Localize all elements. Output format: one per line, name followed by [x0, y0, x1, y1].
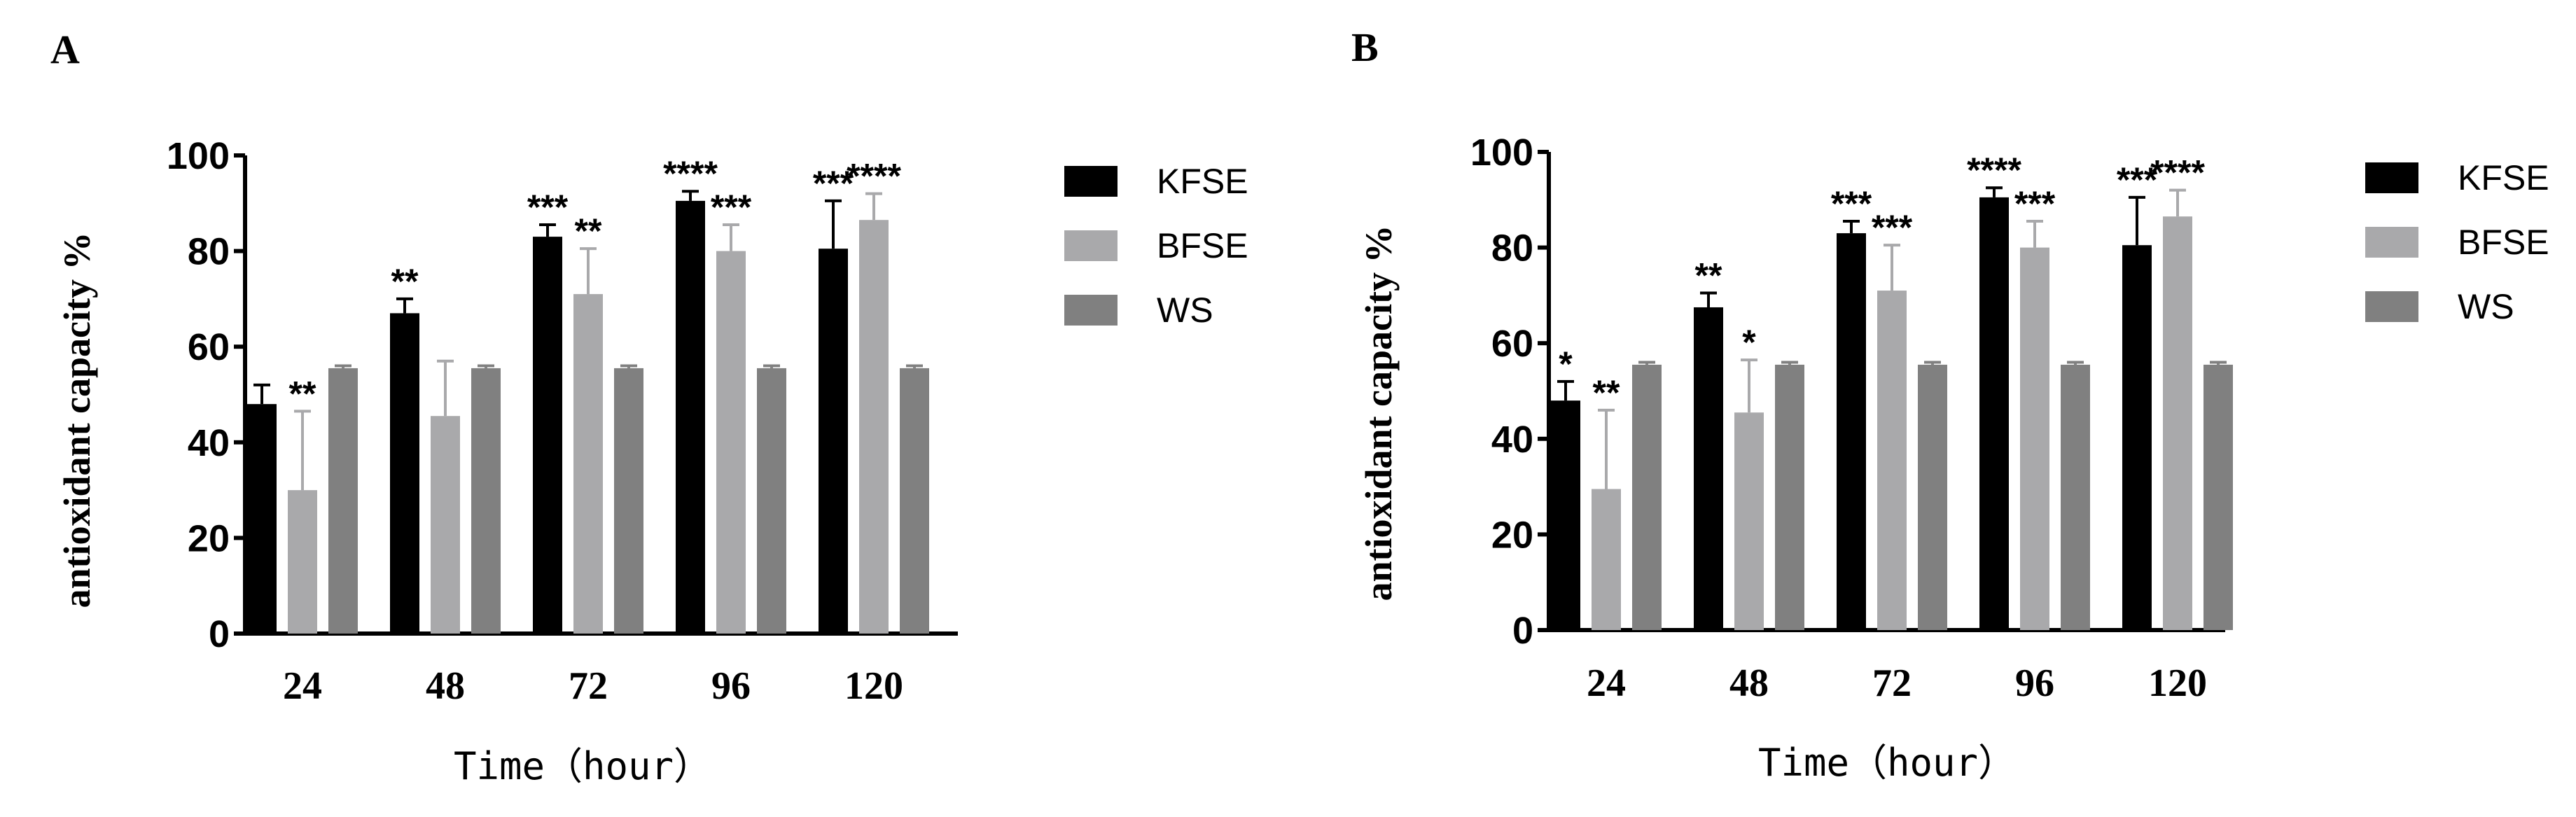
panel-b-legend-label-ws: WS — [2458, 287, 2514, 326]
panel-b-bar-kfse-96 — [1979, 197, 2009, 630]
panel-b-bar-bfse-96 — [2020, 247, 2049, 631]
panel-b-y-tick-label: 20 — [1491, 514, 1533, 556]
panel-b-bar-ws-96 — [2061, 364, 2090, 630]
panel-a-bar-bfse-48 — [431, 416, 460, 634]
panel-b-legend-swatch-kfse — [2365, 162, 2418, 193]
panel-b-significance-bfse-24: ** — [1593, 373, 1620, 412]
panel-a-legend: KFSE BFSE WS — [1064, 162, 1248, 330]
panel-b-bar-bfse-72 — [1877, 291, 1907, 630]
panel-b-bar-ws-120 — [2203, 364, 2233, 630]
panel-a-significance-kfse-48: ** — [391, 262, 419, 301]
panel-a-legend-swatch-kfse — [1064, 166, 1118, 197]
panel-a-bar-bfse-24 — [288, 490, 317, 634]
panel-a-legend-swatch-bfse — [1064, 230, 1118, 261]
panel-a-label: A — [50, 27, 80, 72]
panel-b-significance-bfse-120: **** — [2150, 153, 2205, 193]
panel-a-y-tick-label: 0 — [209, 613, 230, 655]
panel-b-x-tick-label: 24 — [1587, 662, 1626, 705]
panel-a-x-tick-label: 24 — [283, 664, 322, 708]
panel-b-y-tick-label: 0 — [1512, 610, 1533, 652]
panel-b-significance-kfse-24: * — [1559, 344, 1573, 384]
panel-a-significance-bfse-96: *** — [711, 188, 752, 227]
panel-a-x-tick-label: 72 — [569, 664, 608, 708]
panel-b-legend-label-bfse: BFSE — [2458, 223, 2549, 262]
panel-b-y-tick-label: 80 — [1491, 228, 1533, 270]
panel-a-significance-bfse-72: ** — [575, 211, 602, 251]
panel-b-x-tick-label: 48 — [1729, 662, 1769, 705]
panel-a: A antioxidant capacity % Time（hour） 0 20 4… — [50, 27, 1248, 788]
panel-b-significance-bfse-48: * — [1742, 323, 1756, 362]
panel-a-bar-ws-72 — [614, 368, 643, 634]
panel-a-significance-kfse-72: *** — [527, 188, 569, 227]
panel-a-bar-bfse-120 — [859, 220, 889, 634]
panel-a-bar-kfse-96 — [676, 200, 705, 634]
panel-a-significance-kfse-96: **** — [663, 154, 718, 193]
panel-a-plot-area: 020406080100**24**48*****72*******96****… — [167, 135, 958, 708]
panel-a-y-tick-label: 80 — [188, 231, 230, 273]
panel-a-legend-label-kfse: KFSE — [1157, 162, 1248, 201]
panel-b-label: B — [1351, 25, 1379, 70]
panel-b-bar-ws-72 — [1918, 364, 1947, 630]
panel-a-y-tick-label: 60 — [188, 326, 230, 368]
panel-a-bar-kfse-72 — [533, 237, 562, 634]
panel-b: B antioxidant capacity % Time（hour） 0 20 4… — [1351, 25, 2549, 785]
panel-b-y-tick-label: 40 — [1491, 419, 1533, 461]
panel-a-bar-kfse-120 — [819, 249, 848, 634]
panel-b-x-tick-label: 72 — [1872, 662, 1912, 705]
panel-a-x-tick-label: 48 — [426, 664, 465, 708]
panel-a-significance-bfse-24: ** — [289, 374, 316, 413]
panel-b-bar-bfse-24 — [1592, 489, 1621, 630]
panel-b-significance-bfse-96: *** — [2014, 184, 2056, 223]
panel-b-significance-bfse-72: *** — [1872, 208, 1913, 247]
panel-b-significance-kfse-72: *** — [1831, 184, 1872, 223]
panel-a-y-tick-label: 40 — [188, 422, 230, 464]
panel-b-bar-bfse-120 — [2163, 216, 2192, 631]
panel-a-y-tick-label: 100 — [167, 135, 230, 177]
panel-b-bar-kfse-72 — [1837, 233, 1866, 630]
panel-b-bar-kfse-24 — [1551, 400, 1580, 630]
panel-b-y-tick-label: 100 — [1470, 132, 1533, 174]
panel-b-y-tick-label: 60 — [1491, 323, 1533, 365]
panel-a-bar-ws-96 — [757, 368, 786, 634]
panel-b-x-tick-label: 120 — [2148, 662, 2207, 705]
panel-b-bar-kfse-48 — [1694, 307, 1723, 630]
panel-b-y-axis-title: antioxidant capacity % — [1358, 225, 1400, 601]
panel-b-plot-area: 020406080100***24***48******72*******96*… — [1470, 132, 2233, 705]
panel-b-x-axis-title: Time（hour） — [1758, 741, 2016, 785]
panel-a-y-axis-title: antioxidant capacity % — [56, 232, 98, 608]
panel-a-bar-ws-24 — [328, 368, 358, 634]
panel-a-x-axis-title: Time（hour） — [454, 744, 711, 788]
panel-a-bar-kfse-24 — [247, 404, 277, 634]
panel-a-legend-label-bfse: BFSE — [1157, 226, 1248, 265]
panel-a-x-tick-label: 120 — [844, 664, 903, 708]
panel-b-bar-bfse-48 — [1734, 412, 1764, 630]
panel-a-y-tick-label: 20 — [188, 517, 230, 559]
panel-b-bar-ws-24 — [1632, 364, 1662, 630]
panel-b-legend: KFSE BFSE WS — [2365, 158, 2549, 326]
panel-b-legend-swatch-bfse — [2365, 227, 2418, 258]
panel-a-x-tick-label: 96 — [711, 664, 751, 708]
panel-a-significance-bfse-120: **** — [847, 157, 901, 196]
panel-a-bar-bfse-72 — [573, 294, 603, 634]
panel-b-bar-ws-48 — [1775, 364, 1804, 630]
panel-a-bar-ws-48 — [471, 368, 501, 634]
panel-b-legend-label-kfse: KFSE — [2458, 158, 2549, 197]
panel-b-legend-swatch-ws — [2365, 291, 2418, 322]
panel-a-bar-bfse-96 — [716, 251, 746, 634]
panel-b-bar-kfse-120 — [2122, 245, 2152, 630]
panel-a-significance-kfse-120: *** — [813, 164, 854, 203]
panel-b-x-tick-label: 96 — [2015, 662, 2054, 705]
panel-a-bar-kfse-48 — [390, 313, 419, 634]
panel-a-legend-swatch-ws — [1064, 295, 1118, 326]
panel-a-legend-label-ws: WS — [1157, 291, 1213, 330]
panel-b-significance-kfse-48: ** — [1695, 256, 1722, 295]
panel-b-significance-kfse-120: *** — [2117, 160, 2158, 200]
panel-b-significance-kfse-96: **** — [1967, 151, 2021, 190]
panel-a-bar-ws-120 — [900, 368, 929, 634]
